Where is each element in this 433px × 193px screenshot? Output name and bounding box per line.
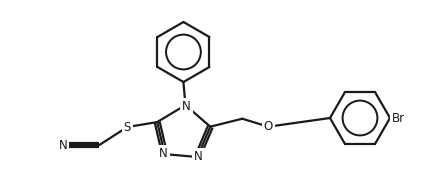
Text: S: S bbox=[123, 121, 131, 134]
Text: N: N bbox=[159, 147, 168, 160]
Text: Br: Br bbox=[392, 112, 405, 124]
Text: O: O bbox=[264, 120, 273, 133]
Text: N: N bbox=[59, 139, 68, 152]
Text: N: N bbox=[194, 150, 203, 163]
Text: N: N bbox=[182, 100, 191, 113]
